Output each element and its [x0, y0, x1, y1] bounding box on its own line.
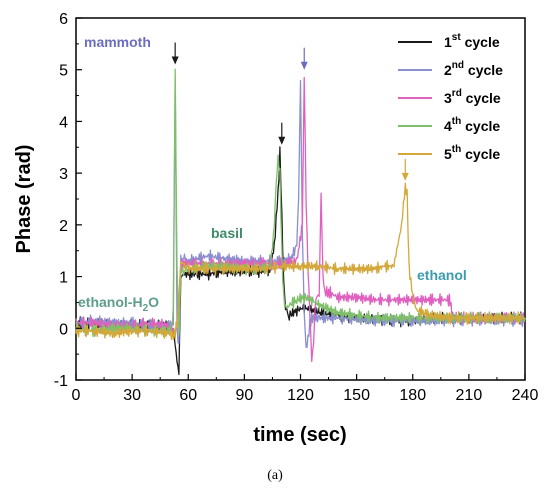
- series-line-3: [75, 76, 526, 363]
- legend-item-5: 5th cycle: [398, 144, 500, 162]
- legend-label: 1st cycle: [444, 32, 500, 50]
- x-tick-label: 0: [72, 387, 81, 404]
- legend-label: 5th cycle: [444, 144, 500, 162]
- y-tick-label: 2: [59, 218, 68, 235]
- legend-label: 4th cycle: [444, 116, 500, 134]
- panel-label: (a): [267, 468, 283, 483]
- y-tick-label: 6: [59, 11, 68, 28]
- legend: 1st cycle 2nd cycle 3rd cycle 4th cycle 5th …: [398, 32, 503, 162]
- y-axis-title: Phase (rad): [13, 145, 35, 254]
- y-tick-label: 5: [59, 63, 68, 80]
- annotation-mammoth: mammoth: [84, 34, 151, 50]
- x-tick-label: 150: [343, 387, 370, 404]
- peak-arrow-2: [278, 122, 286, 145]
- series-layer: [75, 68, 526, 376]
- y-tick-label: 4: [59, 114, 68, 131]
- x-tick-label: 120: [287, 387, 314, 404]
- legend-item-4: 4th cycle: [398, 116, 500, 134]
- y-tick-label: 1: [59, 270, 68, 287]
- peak-arrow-1: [171, 42, 179, 65]
- annotation-ethanol: ethanol: [417, 267, 467, 283]
- y-tick-label: -1: [54, 373, 68, 390]
- arrow-layer: [171, 42, 409, 181]
- y-axis: -1 0 1 2 3 4 5 6: [54, 11, 82, 390]
- x-tick-label: 60: [179, 387, 197, 404]
- y-tick-label: 0: [59, 321, 68, 338]
- legend-item-2: 2nd cycle: [398, 60, 503, 78]
- y-tick-label: 3: [59, 166, 68, 183]
- plot-area: [75, 17, 526, 381]
- x-tick-label: 240: [512, 387, 539, 404]
- annotation-basil: basil: [211, 225, 243, 241]
- x-axis: 0 30 60 90 120 150 180 210 240: [72, 374, 539, 404]
- legend-item-3: 3rd cycle: [398, 88, 501, 106]
- peak-arrow-3: [300, 47, 308, 70]
- legend-item-1: 1st cycle: [398, 32, 500, 50]
- x-axis-title: time (sec): [253, 424, 346, 446]
- peak-arrow-4: [401, 158, 409, 181]
- x-tick-label: 210: [456, 387, 483, 404]
- series-line-5: [75, 182, 526, 341]
- legend-label: 2nd cycle: [444, 60, 503, 78]
- x-tick-label: 30: [123, 387, 141, 404]
- legend-label: 3rd cycle: [444, 88, 501, 106]
- x-tick-label: 180: [399, 387, 426, 404]
- x-tick-label: 90: [235, 387, 253, 404]
- annotation-ethanol-h2o: ethanol-H2O: [78, 294, 159, 314]
